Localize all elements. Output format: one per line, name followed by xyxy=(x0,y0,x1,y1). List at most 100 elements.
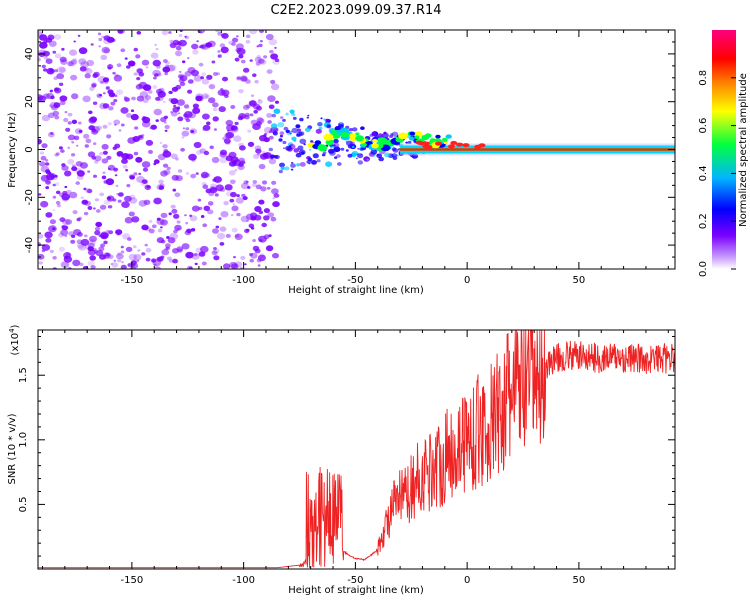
snr-plot-area xyxy=(38,330,675,569)
colorbar-tick-label: 0.4 xyxy=(698,165,709,181)
noise-blob xyxy=(187,89,193,94)
noise-blob xyxy=(128,211,135,217)
x-tick-label: -150 xyxy=(121,575,144,586)
noise-blob xyxy=(61,47,65,51)
noise-blob xyxy=(207,40,216,47)
noise-blob xyxy=(69,49,77,56)
noise-blob xyxy=(44,159,49,162)
noise-blob xyxy=(245,39,251,44)
signal-blob xyxy=(293,139,297,142)
noise-blob xyxy=(258,235,267,243)
hotspot-blob xyxy=(415,140,423,145)
noise-blob xyxy=(195,150,202,155)
noise-blob xyxy=(108,167,111,171)
noise-blob xyxy=(202,42,211,50)
noise-blob xyxy=(95,221,103,228)
signal-blob xyxy=(357,147,360,150)
noise-blob xyxy=(166,64,175,72)
noise-blob xyxy=(259,253,266,258)
noise-blob xyxy=(257,99,263,104)
noise-blob xyxy=(117,259,122,263)
noise-blob xyxy=(166,166,171,170)
noise-blob xyxy=(141,224,149,231)
noise-blob xyxy=(38,57,41,62)
noise-blob xyxy=(177,169,183,173)
signal-blob xyxy=(282,140,287,145)
noise-blob xyxy=(193,75,202,82)
noise-blob xyxy=(268,158,277,165)
noise-blob xyxy=(153,76,157,80)
noise-blob xyxy=(160,212,168,219)
signal-blob xyxy=(336,154,341,158)
noise-blob xyxy=(267,120,272,124)
noise-blob xyxy=(90,43,94,46)
noise-blob xyxy=(192,107,201,114)
noise-blob xyxy=(102,254,110,260)
noise-blob xyxy=(117,252,122,256)
signal-blob xyxy=(299,138,307,144)
noise-blob xyxy=(236,35,239,38)
chart-title: C2E2.2023.099.09.37.R14 xyxy=(270,3,441,18)
noise-blob xyxy=(203,150,210,156)
noise-blob xyxy=(167,256,172,261)
noise-blob xyxy=(100,54,108,61)
noise-blob xyxy=(259,40,263,43)
noise-blob xyxy=(38,261,43,265)
noise-blob xyxy=(145,257,151,262)
noise-blob xyxy=(91,129,99,135)
noise-blob xyxy=(99,192,105,197)
noise-blob xyxy=(120,245,124,249)
signal-blob xyxy=(334,126,341,131)
noise-blob xyxy=(219,149,228,156)
hotspot-blob xyxy=(462,143,470,148)
noise-blob xyxy=(67,112,73,117)
noise-blob xyxy=(236,212,241,217)
noise-blob xyxy=(98,45,101,48)
noise-blob xyxy=(38,95,47,102)
noise-blob xyxy=(205,188,212,194)
noise-blob xyxy=(223,138,231,144)
noise-blob xyxy=(129,266,136,269)
noise-blob xyxy=(232,203,235,206)
noise-blob xyxy=(116,193,119,196)
noise-blob xyxy=(105,86,110,90)
noise-blob xyxy=(190,130,195,133)
noise-blob xyxy=(56,66,66,74)
noise-blob xyxy=(103,240,108,245)
noise-blob xyxy=(144,184,152,191)
noise-blob xyxy=(116,253,124,260)
noise-blob xyxy=(165,64,170,68)
noise-blob xyxy=(195,95,203,102)
noise-blob xyxy=(189,214,193,217)
noise-blob xyxy=(254,206,262,212)
noise-blob xyxy=(145,139,154,146)
noise-blob xyxy=(120,107,129,114)
noise-blob xyxy=(208,97,216,104)
noise-blob xyxy=(184,214,187,217)
noise-blob xyxy=(219,242,225,246)
noise-blob xyxy=(60,149,65,153)
noise-blob xyxy=(55,200,61,205)
noise-blob xyxy=(161,30,169,36)
noise-blob xyxy=(63,117,69,123)
noise-blob xyxy=(266,113,273,118)
approach-blob xyxy=(381,139,389,145)
signal-blob xyxy=(339,122,343,125)
spectrogram-x-label: Height of straight line (km) xyxy=(288,285,424,296)
noise-blob xyxy=(224,132,233,139)
noise-blob xyxy=(270,53,278,60)
colorbar-label: Normalized spectral amplitude xyxy=(738,73,749,227)
noise-blob xyxy=(59,95,68,102)
noise-blob xyxy=(231,42,236,46)
noise-blob xyxy=(168,31,172,34)
noise-blob xyxy=(168,259,174,263)
noise-blob xyxy=(45,58,53,64)
noise-blob xyxy=(89,235,97,243)
noise-blob xyxy=(150,124,157,130)
approach-blob xyxy=(409,136,415,141)
noise-blob xyxy=(250,227,255,230)
noise-blob xyxy=(56,73,65,80)
noise-blob xyxy=(234,261,243,268)
noise-blob xyxy=(72,58,77,62)
